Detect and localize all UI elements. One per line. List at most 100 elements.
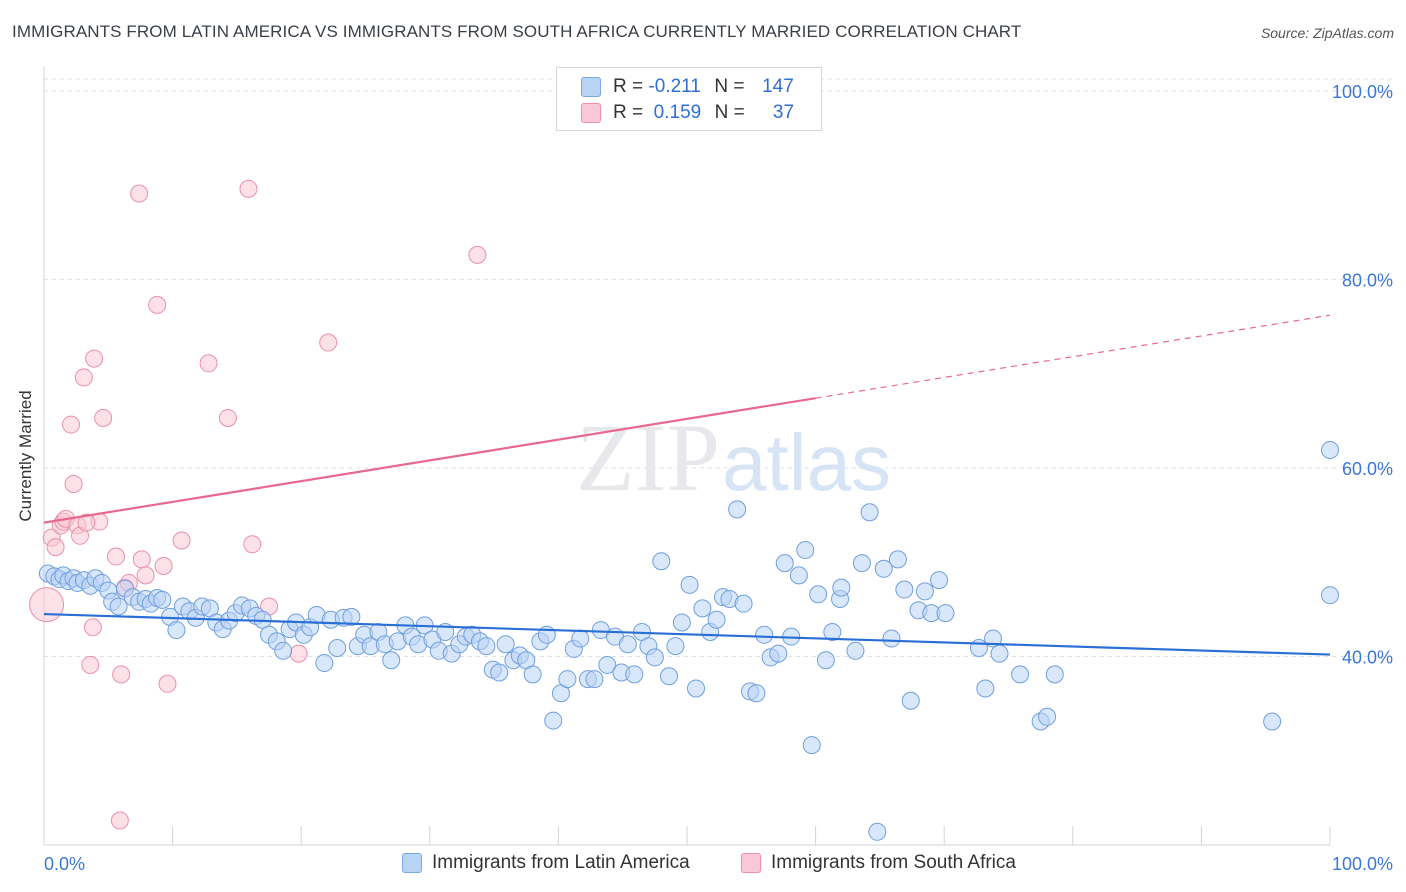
point-south-africa xyxy=(218,408,237,427)
trend-line-south-africa xyxy=(43,397,816,524)
y-tick-label: 80.0% xyxy=(1342,270,1393,290)
n-label: N = xyxy=(714,102,745,123)
y-tick-label: 40.0% xyxy=(1342,647,1393,667)
point-south-africa xyxy=(94,408,113,427)
blue-swatch xyxy=(402,853,422,873)
point-south-africa xyxy=(243,535,262,554)
point-latin-america xyxy=(342,607,361,626)
point-latin-america xyxy=(666,637,685,656)
trend-line-latin-america xyxy=(43,612,1331,656)
point-latin-america xyxy=(1321,586,1339,605)
point-south-africa xyxy=(112,665,131,684)
point-south-africa xyxy=(199,354,218,373)
point-south-africa xyxy=(64,474,83,493)
x-tick-label: 100.0% xyxy=(1332,854,1393,874)
point-latin-america xyxy=(832,578,851,597)
point-south-africa xyxy=(130,184,149,203)
point-latin-america xyxy=(571,629,590,648)
x-tick-label: 0.0% xyxy=(44,854,85,874)
legend-label: Immigrants from South Africa xyxy=(771,852,1016,873)
point-latin-america xyxy=(809,585,828,604)
point-south-africa xyxy=(107,547,126,566)
point-latin-america xyxy=(544,711,563,730)
point-latin-america xyxy=(915,582,934,601)
point-latin-america xyxy=(645,648,664,667)
point-latin-america xyxy=(693,599,712,618)
point-latin-america xyxy=(846,641,865,660)
point-latin-america xyxy=(523,665,542,684)
point-latin-america xyxy=(734,594,753,613)
trend-lines xyxy=(43,314,1331,656)
point-south-africa xyxy=(62,415,81,434)
point-latin-america xyxy=(802,736,821,755)
legend-label: Immigrants from Latin America xyxy=(432,852,690,873)
point-latin-america xyxy=(1011,665,1030,684)
point-latin-america xyxy=(823,622,842,641)
n-value: 147 xyxy=(762,76,794,97)
point-latin-america xyxy=(167,621,186,640)
tick-labels: 40.0% 60.0% 80.0% 100.0% 0.0% 100.0% xyxy=(44,82,1393,874)
blue-swatch xyxy=(581,77,601,97)
r-value: -0.211 xyxy=(648,76,701,97)
point-south-africa xyxy=(172,531,191,550)
point-south-africa xyxy=(110,811,129,830)
y-tick-label: 60.0% xyxy=(1342,459,1393,479)
point-latin-america xyxy=(680,575,699,594)
y-tick-label: 100.0% xyxy=(1332,82,1393,102)
point-latin-america xyxy=(990,644,1009,663)
n-label: N = xyxy=(714,76,745,97)
point-latin-america xyxy=(816,651,835,670)
point-south-africa xyxy=(319,333,338,352)
point-latin-america xyxy=(652,552,671,571)
r-value: 0.159 xyxy=(653,102,702,123)
pink-swatch xyxy=(741,853,761,873)
point-south-africa xyxy=(154,556,173,575)
point-latin-america xyxy=(558,670,577,689)
point-latin-america xyxy=(728,500,747,519)
point-latin-america xyxy=(659,667,678,686)
point-latin-america xyxy=(477,637,496,656)
point-south-africa xyxy=(85,349,104,368)
correlation-legend: R = -0.211 N = 147 R = 0.159 N = 37 xyxy=(556,67,822,131)
point-latin-america xyxy=(496,635,515,654)
point-latin-america xyxy=(328,638,347,657)
point-south-africa xyxy=(148,295,167,314)
point-latin-america xyxy=(618,635,637,654)
point-latin-america xyxy=(490,663,509,682)
legend-item-latin-america: Immigrants from Latin America xyxy=(402,852,690,874)
point-south-africa xyxy=(468,245,487,264)
axes xyxy=(43,66,1331,846)
latin-america-points xyxy=(38,441,1339,841)
point-latin-america xyxy=(747,684,766,703)
source-label: Source: ZipAtlas.com xyxy=(1260,25,1394,41)
point-latin-america xyxy=(936,604,955,623)
point-south-africa xyxy=(289,644,308,663)
legend-row-south-africa: R = 0.159 N = 37 xyxy=(581,101,794,125)
point-latin-america xyxy=(109,597,128,616)
point-south-africa xyxy=(77,513,96,532)
point-latin-america xyxy=(672,613,691,632)
point-latin-america xyxy=(789,566,808,585)
point-latin-america xyxy=(1321,441,1339,460)
point-south-africa xyxy=(136,566,155,585)
point-latin-america xyxy=(874,559,893,578)
point-latin-america xyxy=(153,590,172,609)
point-south-africa xyxy=(239,179,258,198)
point-south-africa xyxy=(158,674,177,693)
point-latin-america xyxy=(901,691,920,710)
point-latin-america xyxy=(860,503,879,522)
point-latin-america xyxy=(976,679,995,698)
point-latin-america xyxy=(315,654,334,673)
watermark-atlas: atlas xyxy=(722,418,891,507)
point-south-africa xyxy=(83,618,102,637)
point-latin-america xyxy=(1045,665,1064,684)
point-latin-america xyxy=(882,629,901,648)
point-south-africa xyxy=(74,368,93,387)
point-latin-america xyxy=(775,554,794,573)
point-latin-america xyxy=(598,655,617,674)
point-latin-america xyxy=(274,641,293,660)
pink-swatch xyxy=(581,103,601,123)
point-latin-america xyxy=(625,665,644,684)
point-latin-america xyxy=(1263,712,1282,731)
point-latin-america xyxy=(585,670,604,689)
